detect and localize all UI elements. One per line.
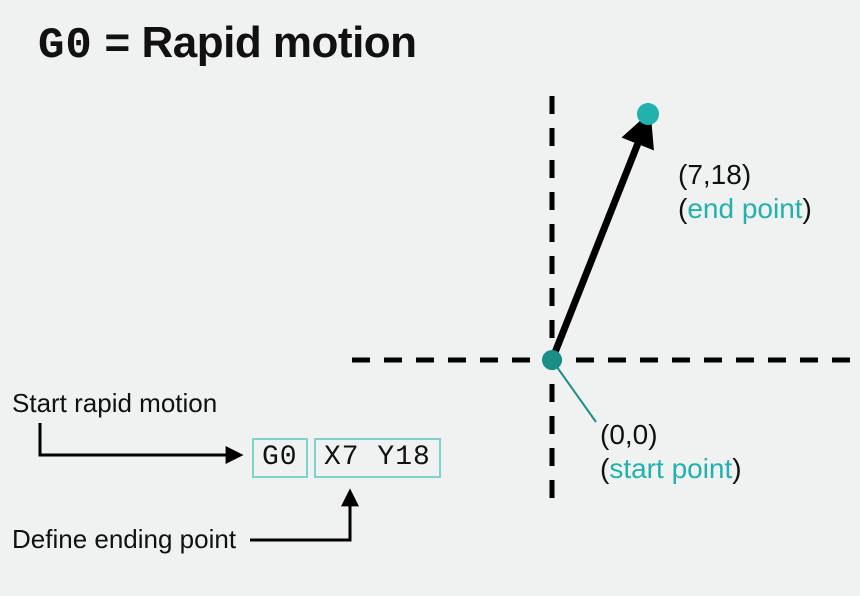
end-point-coord: (7,18) — [678, 159, 751, 190]
end-point-label: (7,18) (end point) — [678, 158, 812, 225]
motion-arrow — [552, 118, 648, 360]
start-point-coord: (0,0) — [600, 419, 658, 450]
connector-start-rapid — [40, 423, 240, 455]
diagram-canvas: G0 = Rapid motion Start rapid motion Def… — [0, 0, 860, 596]
start-point-dot — [542, 350, 562, 370]
diagram-title: G0 = Rapid motion — [38, 18, 417, 71]
end-point-dot — [637, 103, 659, 125]
gcode-coords-box: X7 Y18 — [314, 438, 441, 478]
title-rest: Rapid motion — [141, 18, 416, 67]
gcode-command-box: G0 — [252, 438, 308, 478]
label-define-ending-point: Define ending point — [12, 524, 236, 555]
start-point-name: start point — [609, 453, 732, 484]
connector-define-end — [250, 492, 350, 540]
label-start-rapid-motion: Start rapid motion — [12, 388, 217, 419]
end-point-name: end point — [687, 193, 802, 224]
start-point-label: (0,0) (start point) — [600, 418, 742, 485]
title-equals: = — [93, 18, 142, 67]
diagram-svg — [0, 0, 860, 596]
origin-pointer-line — [552, 360, 596, 422]
title-code: G0 — [38, 21, 93, 71]
